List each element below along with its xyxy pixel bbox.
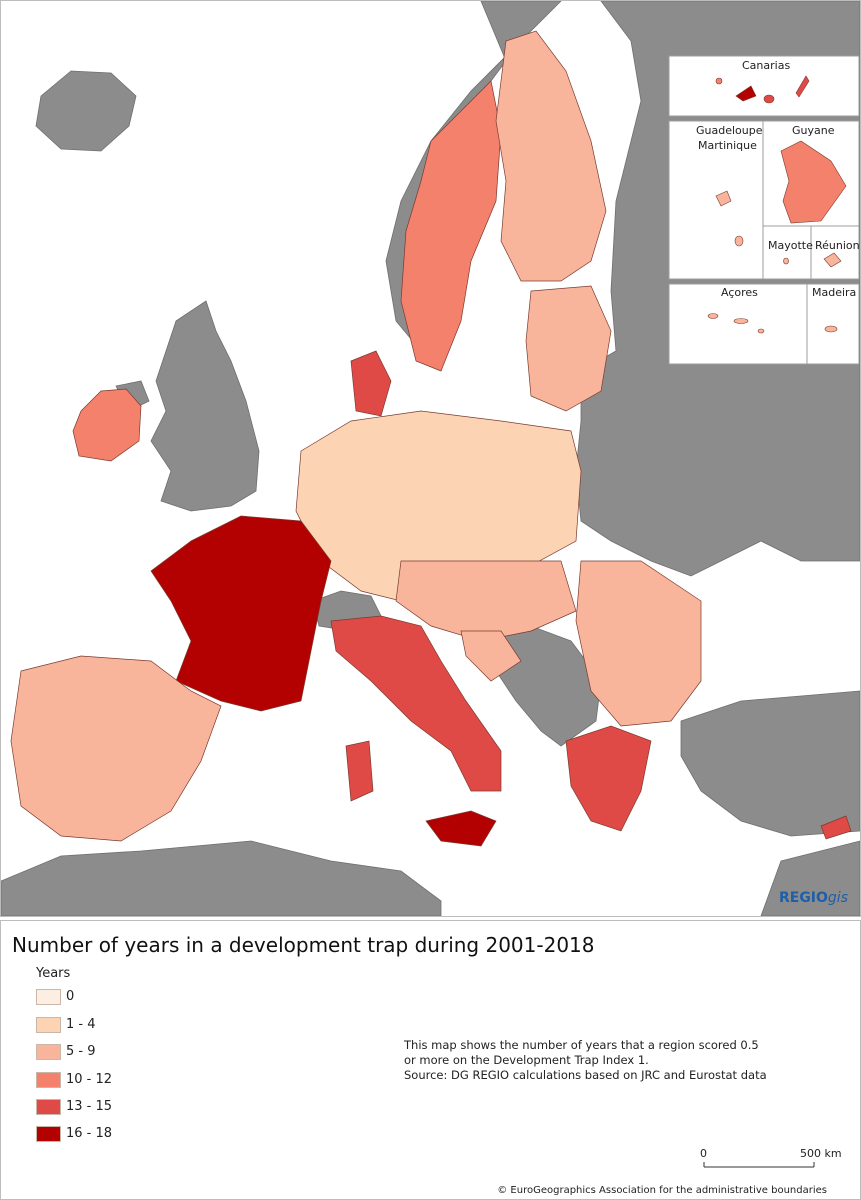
reunion-shape [823,252,842,268]
inset-label-acores: Açores [721,286,758,299]
copyright-text: © EuroGeographics Association for the ad… [497,1185,827,1196]
martinique-shape [734,235,744,247]
map-frame: Canarias Guadeloupe Martinique Guyane Ma… [0,0,861,917]
regiogis-logo: REGIOgis [779,890,848,906]
great-britain [150,300,260,512]
region-sicily [425,810,497,847]
middle-east [760,840,860,916]
europe-map [1,1,860,916]
inset-frames [668,55,860,365]
acores-island-sao-miguel [733,318,749,324]
region-greece [565,725,652,832]
region-romania-bulgaria [575,560,702,727]
madeira-island [824,325,838,333]
legend-swatch [36,1017,61,1033]
iceland [35,70,137,152]
inset-frame-reunion [810,225,860,280]
region-denmark [350,350,392,417]
legend-swatch [36,1126,61,1142]
inset-frame-madeira [806,283,860,365]
inset-label-reunion: Réunion [815,239,860,252]
region-cyprus [820,815,852,840]
legend-label: 16 - 18 [66,1126,113,1141]
region-iberia [10,655,222,842]
scale-zero-label: 0 [700,1147,707,1160]
canarias-island-la-palma [715,77,723,85]
inset-frame-guadeloupe-martinique [668,120,764,280]
map-note: This map shows the number of years that … [404,1038,774,1083]
legend-swatch [36,989,61,1005]
acores-island-santa-maria [757,328,765,334]
inset-label-guadeloupe: Guadeloupe [696,124,763,137]
canarias-island-gran-canaria [763,94,775,104]
scale-bar-graphic [703,1162,815,1168]
note-text: This map shows the number of years that … [404,1038,759,1067]
brand-suffix: gis [827,890,848,906]
canarias-island-fuerteventura [795,75,810,98]
region-sweden [400,80,502,372]
inset-frame-mayotte [762,225,812,280]
map-title: Number of years in a development trap du… [12,933,595,957]
brand-main: REGIO [778,890,828,906]
inset-frame-canarias [668,55,860,117]
region-italy [330,615,502,792]
legend-panel: Number of years in a development trap du… [0,920,861,1200]
region-croatia [460,630,522,682]
inset-label-guyane: Guyane [792,124,835,137]
scale-max-label: 500 km [800,1147,842,1160]
guyane-shape [780,140,847,224]
guadeloupe-shape [715,190,732,207]
region-sardinia [345,740,374,802]
legend-swatch [36,1044,61,1060]
mayotte-shape [783,257,789,265]
inset-label-mayotte: Mayotte [768,239,813,252]
region-ireland [72,388,142,462]
legend-label: 13 - 15 [66,1099,113,1114]
western-balkans [490,625,602,747]
scale-bar: 0 500 km [698,1147,842,1169]
legend-label: 1 - 4 [66,1017,96,1032]
inset-label-madeira: Madeira [812,286,857,299]
region-france [150,515,332,712]
source-text: Source: DG REGIO calculations based on J… [404,1068,767,1082]
region-central-europe [395,560,577,642]
region-finland [495,30,607,282]
legend-swatch [36,1099,61,1115]
inset-frame-acores [668,283,808,365]
inset-label-canarias: Canarias [742,59,791,72]
legend-label: 5 - 9 [66,1044,96,1059]
inset-contents [707,75,847,334]
canarias-islands [735,85,757,102]
acores-island-terceira [707,313,719,319]
legend-title: Years [36,966,71,981]
legend-swatch [36,1072,61,1088]
region-baltics [525,285,612,412]
legend-label: 10 - 12 [66,1072,113,1087]
inset-label-martinique: Martinique [698,139,757,152]
eu-regions [10,30,852,847]
north-africa [1,840,442,916]
legend-label: 0 [66,989,75,1004]
turkey [680,690,860,837]
